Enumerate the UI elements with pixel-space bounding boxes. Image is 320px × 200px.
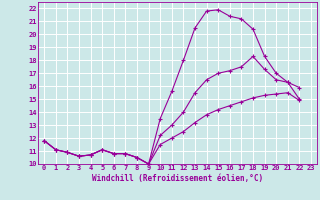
X-axis label: Windchill (Refroidissement éolien,°C): Windchill (Refroidissement éolien,°C) <box>92 174 263 183</box>
